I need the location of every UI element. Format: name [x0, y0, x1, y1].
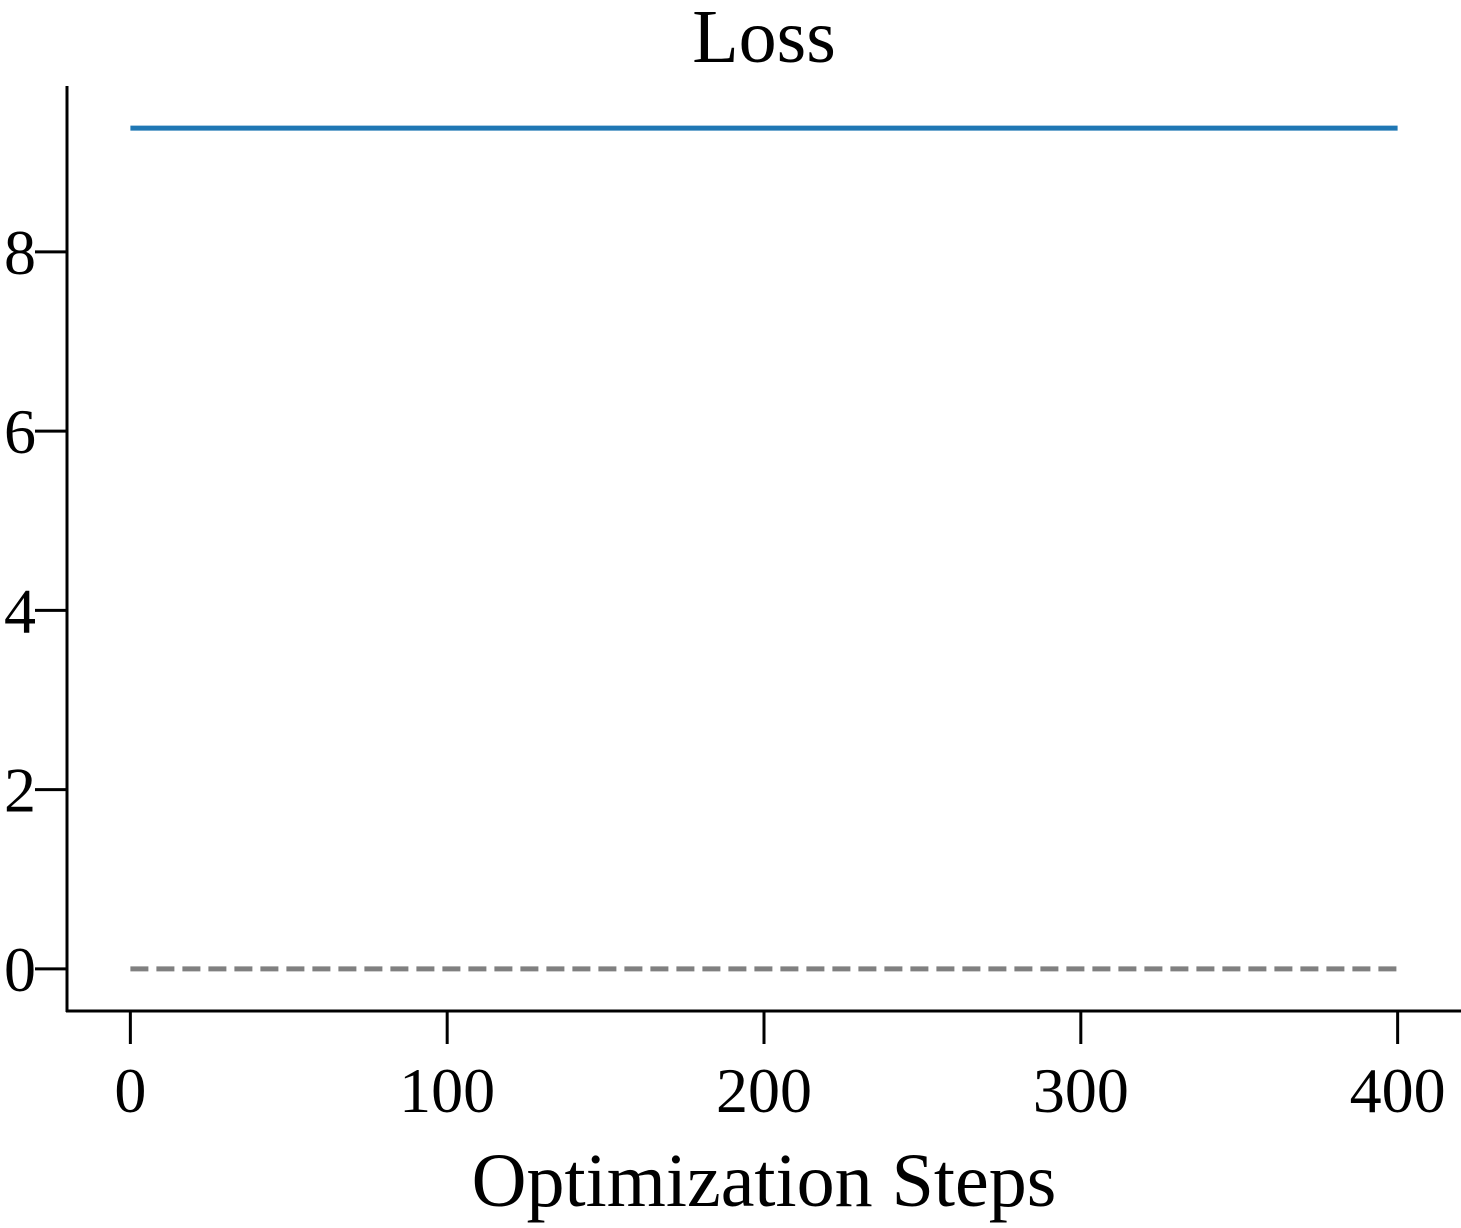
x-tick-label: 200 — [716, 1055, 812, 1126]
y-tick-label: 2 — [4, 755, 36, 826]
y-tick-label: 6 — [4, 396, 36, 467]
y-tick-label: 8 — [4, 217, 36, 288]
y-tick-label: 4 — [4, 575, 36, 646]
y-tick-label: 0 — [4, 934, 36, 1005]
chart-title: Loss — [692, 0, 836, 79]
y-axis-ticks: 0 2 4 6 8 — [4, 217, 67, 1005]
x-tick-label: 400 — [1350, 1055, 1446, 1126]
x-axis-label: Optimization Steps — [472, 1139, 1057, 1223]
x-tick-label: 100 — [399, 1055, 495, 1126]
x-tick-label: 300 — [1033, 1055, 1129, 1126]
plot-area — [130, 125, 1398, 972]
x-tick-label: 0 — [114, 1055, 146, 1126]
x-axis-ticks: 0 100 200 300 400 — [114, 1011, 1446, 1126]
